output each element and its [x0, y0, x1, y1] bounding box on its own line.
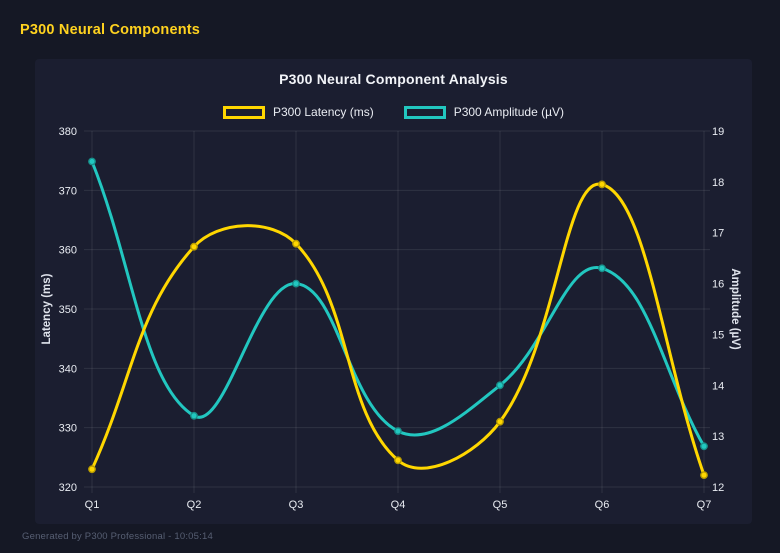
data-point[interactable]	[190, 242, 198, 251]
svg-text:13: 13	[712, 431, 724, 443]
data-point[interactable]	[394, 427, 402, 435]
svg-text:340: 340	[59, 363, 77, 375]
svg-text:17: 17	[712, 228, 724, 240]
y-axis-label-latency: Latency (ms)	[41, 273, 53, 345]
svg-text:360: 360	[59, 245, 77, 257]
legend-swatch	[403, 105, 446, 119]
legend-label: P300 Amplitude (µV)	[453, 105, 565, 119]
data-point[interactable]	[88, 157, 96, 166]
svg-text:Q6: Q6	[595, 499, 610, 511]
data-point[interactable]	[190, 411, 198, 420]
y-axis-ticks-right: 12 13 14 15 16 17 18 19	[712, 126, 724, 494]
series-latency	[88, 180, 708, 479]
data-point[interactable]	[88, 465, 96, 474]
svg-text:15: 15	[712, 329, 724, 341]
y-axis-ticks-left: 320 330 340 350 360 370 380	[59, 126, 77, 494]
svg-text:Q3: Q3	[289, 499, 304, 511]
chart-card: P300 Neural Component Analysis P300 Late…	[35, 59, 752, 524]
svg-text:12: 12	[712, 482, 724, 494]
svg-text:370: 370	[59, 185, 77, 197]
svg-text:Q2: Q2	[187, 499, 202, 511]
legend-label: P300 Latency (ms)	[272, 105, 374, 119]
svg-text:14: 14	[712, 380, 724, 392]
svg-text:350: 350	[59, 304, 77, 316]
data-point[interactable]	[394, 456, 402, 465]
footer-text: Generated by P300 Professional - 10:05:1…	[22, 531, 213, 542]
svg-text:380: 380	[59, 126, 77, 138]
legend-item-amplitude[interactable]: P300 Amplitude (µV)	[403, 105, 565, 119]
series-amplitude	[88, 157, 708, 451]
grid-lines	[84, 130, 710, 493]
data-point[interactable]	[700, 442, 708, 451]
svg-text:16: 16	[712, 279, 724, 291]
svg-text:Q7: Q7	[697, 499, 712, 511]
data-point[interactable]	[496, 381, 504, 390]
svg-text:Q5: Q5	[493, 499, 508, 511]
chart-legend: P300 Latency (ms) P300 Amplitude (µV)	[35, 105, 752, 119]
data-point[interactable]	[292, 279, 300, 288]
chart-title: P300 Neural Component Analysis	[279, 71, 508, 87]
page-title: P300 Neural Components	[20, 22, 201, 38]
data-point[interactable]	[292, 239, 300, 248]
data-point[interactable]	[598, 264, 606, 273]
svg-text:Q4: Q4	[391, 499, 406, 511]
data-point[interactable]	[496, 417, 504, 426]
data-point[interactable]	[700, 471, 708, 479]
svg-text:Q1: Q1	[85, 499, 100, 511]
svg-text:320: 320	[59, 482, 77, 494]
legend-item-latency[interactable]: P300 Latency (ms)	[222, 105, 374, 119]
y-axis-label-amplitude: Amplitude (µV)	[729, 268, 741, 350]
svg-text:330: 330	[59, 423, 77, 435]
svg-text:19: 19	[712, 126, 724, 138]
svg-text:18: 18	[712, 177, 724, 189]
x-axis-ticks: Q1 Q2 Q3 Q4 Q5 Q6 Q7	[85, 499, 712, 511]
data-point[interactable]	[598, 180, 606, 189]
legend-swatch	[222, 105, 265, 119]
